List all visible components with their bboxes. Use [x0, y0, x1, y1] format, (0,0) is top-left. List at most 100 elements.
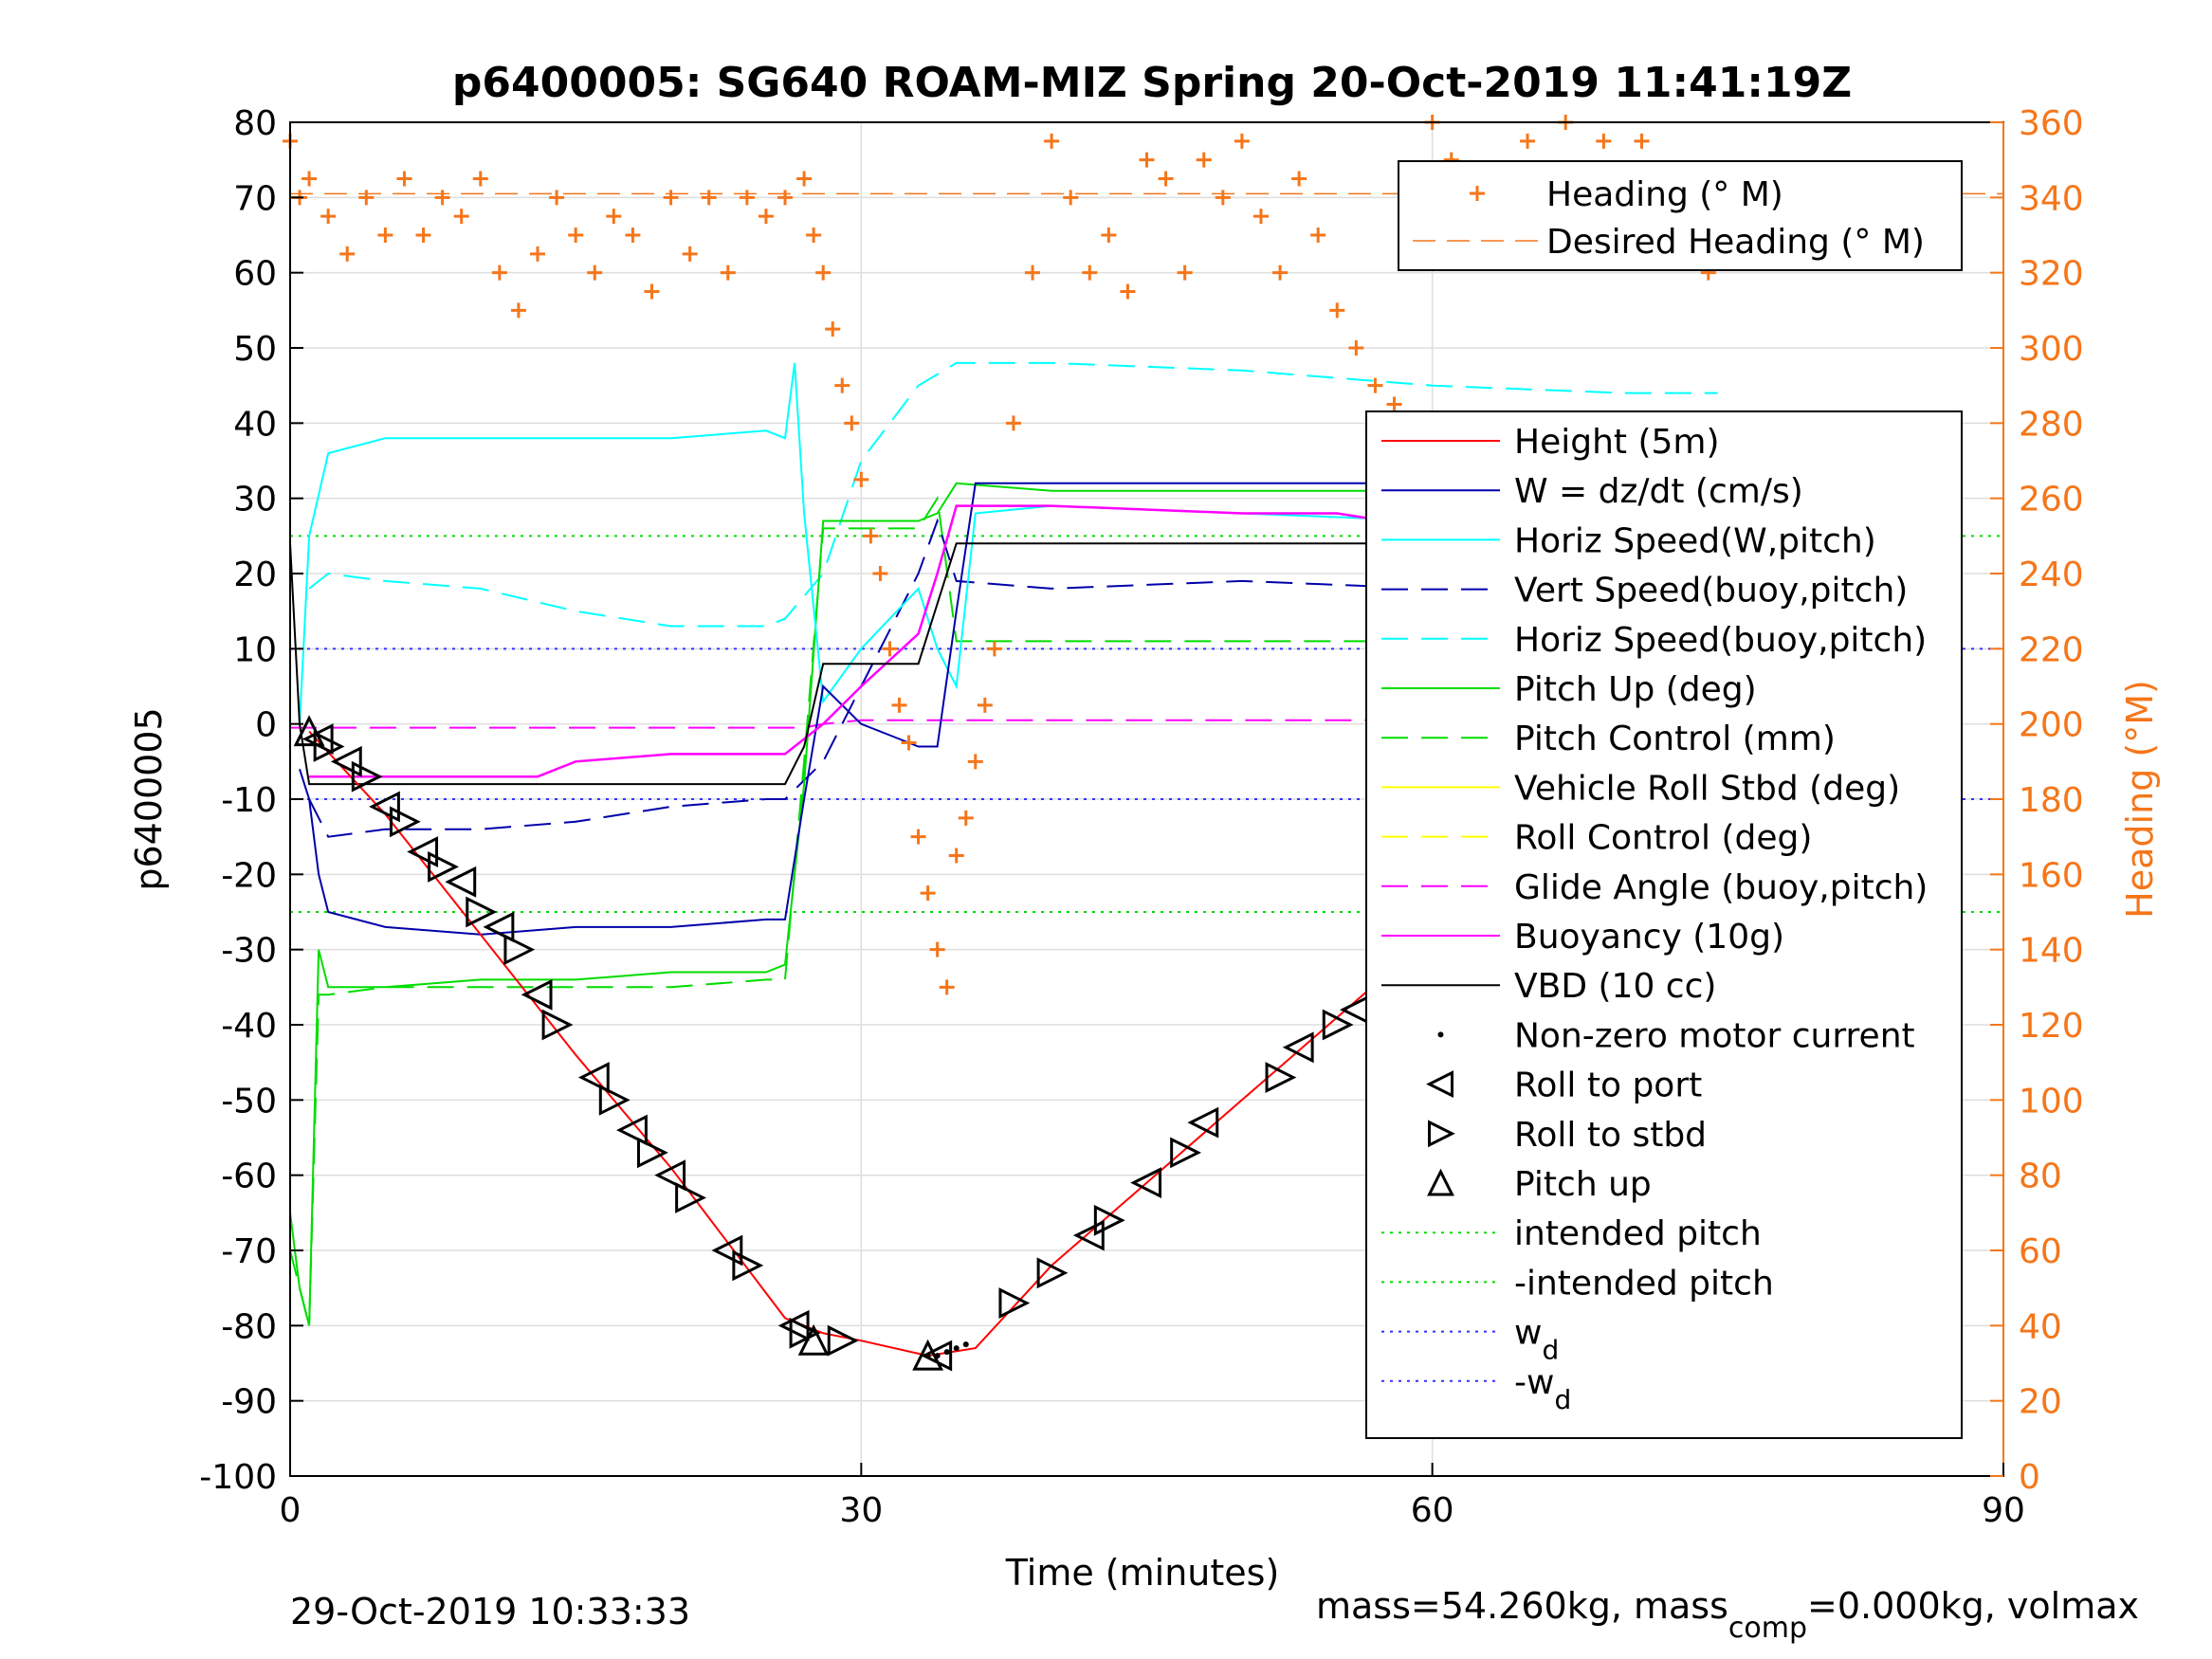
legend-label: intended pitch [1514, 1214, 1762, 1253]
series-vbd [289, 542, 1718, 786]
y-left-tick-label: -20 [221, 856, 277, 895]
heading-point [302, 171, 318, 187]
heading-point [929, 941, 945, 957]
legend-swatch [1426, 1070, 1453, 1099]
motor-current-point [953, 1345, 960, 1352]
heading-point [1158, 171, 1174, 187]
roll-to-stbd-marker [1036, 1257, 1069, 1289]
legend-label-sub: d [1554, 1384, 1571, 1415]
roll-to-stbd-marker [636, 1137, 668, 1169]
heading-point [1025, 264, 1041, 281]
roll-to-port-marker [369, 791, 400, 823]
footer-mass-suffix: =0.000kg, volmax [1807, 1585, 2139, 1627]
heading-point [1310, 228, 1326, 243]
heading-point [1234, 133, 1250, 149]
legend-main-box [1365, 410, 1963, 1439]
roll-to-stbd-marker [466, 896, 498, 928]
y-right-tick-label: 260 [2019, 481, 2084, 520]
heading-point [701, 190, 717, 206]
footer-mass-prefix: mass=54.260kg, mass [1316, 1585, 1728, 1627]
y-left-tick-label: 20 [233, 556, 277, 594]
y-right-tick-label: 100 [2019, 1082, 2084, 1121]
heading-point [358, 190, 375, 206]
heading-point [967, 754, 983, 770]
footer-mass: mass=54.260kg, masscomp=0.000kg, volmax [1316, 1585, 2139, 1645]
y-right-tick-label: 140 [2019, 932, 2084, 971]
roll-to-port-marker [1282, 1031, 1314, 1064]
series-buoyancy [309, 504, 1718, 778]
heading-point [1082, 264, 1098, 281]
legend-label: Vehicle Roll Stbd (deg) [1514, 769, 1900, 808]
heading-point [891, 697, 907, 713]
series-w [299, 482, 1718, 936]
heading-point [958, 810, 974, 826]
legend-label: Roll to port [1514, 1066, 1702, 1105]
heading-point [1272, 264, 1289, 281]
legend-label: Height (5m) [1514, 423, 1720, 462]
heading-point [1044, 133, 1060, 149]
y-left-tick-label: 30 [233, 481, 277, 520]
roll-to-stbd-marker [1265, 1062, 1297, 1093]
roll-to-port-marker [616, 1114, 648, 1146]
heading-point [1348, 340, 1364, 356]
legend-label-sub: d [1542, 1335, 1559, 1366]
heading-point [920, 885, 936, 902]
y-left-tick-label: -30 [221, 932, 277, 971]
y-left-tick-label: 80 [233, 104, 277, 143]
series-pitch-up [289, 482, 1718, 1326]
heading-point [1215, 190, 1231, 206]
roll-to-port-marker [711, 1234, 743, 1267]
roll-to-port-marker [483, 911, 515, 943]
footer-mass-sub: comp [1728, 1612, 1807, 1645]
heading-point [1196, 152, 1212, 168]
roll-to-port-marker [1130, 1167, 1161, 1199]
heading-point [663, 190, 679, 206]
heading-point [796, 171, 813, 187]
heading-point [377, 228, 393, 243]
y-left-tick-label: 70 [233, 179, 277, 218]
heading-point [606, 209, 622, 225]
roll-to-stbd-marker [1170, 1137, 1202, 1169]
heading-point [339, 246, 356, 262]
y-right-tick-label: 20 [2019, 1383, 2062, 1422]
heading-point [901, 735, 917, 751]
roll-to-stbd-marker [1322, 1009, 1354, 1041]
y-left-tick-label: -80 [221, 1307, 277, 1346]
heading-point [1596, 133, 1612, 149]
heading-point [1177, 264, 1193, 281]
y-axis-left: 80 70 60 50 40 30 20 10 0 -10 -20 -30 -40 -50 -60 -70 -8… [199, 104, 303, 1497]
heading-point [834, 377, 850, 393]
motor-current-point [924, 1353, 931, 1359]
x-axis: 0 30 60 90 [280, 1463, 2025, 1530]
legend-label: -intended pitch [1514, 1264, 1774, 1303]
heading-point [587, 264, 603, 281]
roll-to-stbd-marker [827, 1324, 859, 1357]
legend-heading: Heading (° M) Desired Heading (° M) [1398, 160, 1963, 271]
heading-point [1252, 209, 1269, 225]
heading-point [434, 190, 450, 206]
heading-point [882, 641, 898, 657]
y-right-tick-label: 40 [2019, 1307, 2062, 1346]
heading-point [491, 264, 507, 281]
legend-label: Horiz Speed(W,pitch) [1514, 521, 1876, 560]
y-right-tick-label: 280 [2019, 405, 2084, 444]
series-horiz-speed-buoy [308, 361, 1718, 628]
heading-point [986, 641, 1002, 657]
series-pitch-control [289, 495, 1718, 1326]
legend-label: Horiz Speed(buoy,pitch) [1514, 621, 1927, 660]
heading-point [549, 190, 565, 206]
roll-to-port-marker [521, 978, 553, 1011]
heading-point [320, 209, 337, 225]
x-tick-label: 30 [839, 1491, 883, 1530]
y-left-tick-label: 0 [255, 706, 277, 745]
heading-point [948, 848, 964, 864]
pitch-up-marker [912, 1339, 944, 1371]
heading-point [1291, 171, 1307, 187]
roll-to-port-marker [1072, 1219, 1105, 1251]
roll-to-port-marker [577, 1062, 610, 1093]
legend-main: Height (5m) W = dz/dt (cm/s) Horiz Speed(W… [1365, 410, 1963, 1439]
legend-label: Roll Control (deg) [1514, 819, 1812, 858]
heading-point [1634, 133, 1650, 149]
x-tick-label: 90 [1982, 1491, 2025, 1530]
